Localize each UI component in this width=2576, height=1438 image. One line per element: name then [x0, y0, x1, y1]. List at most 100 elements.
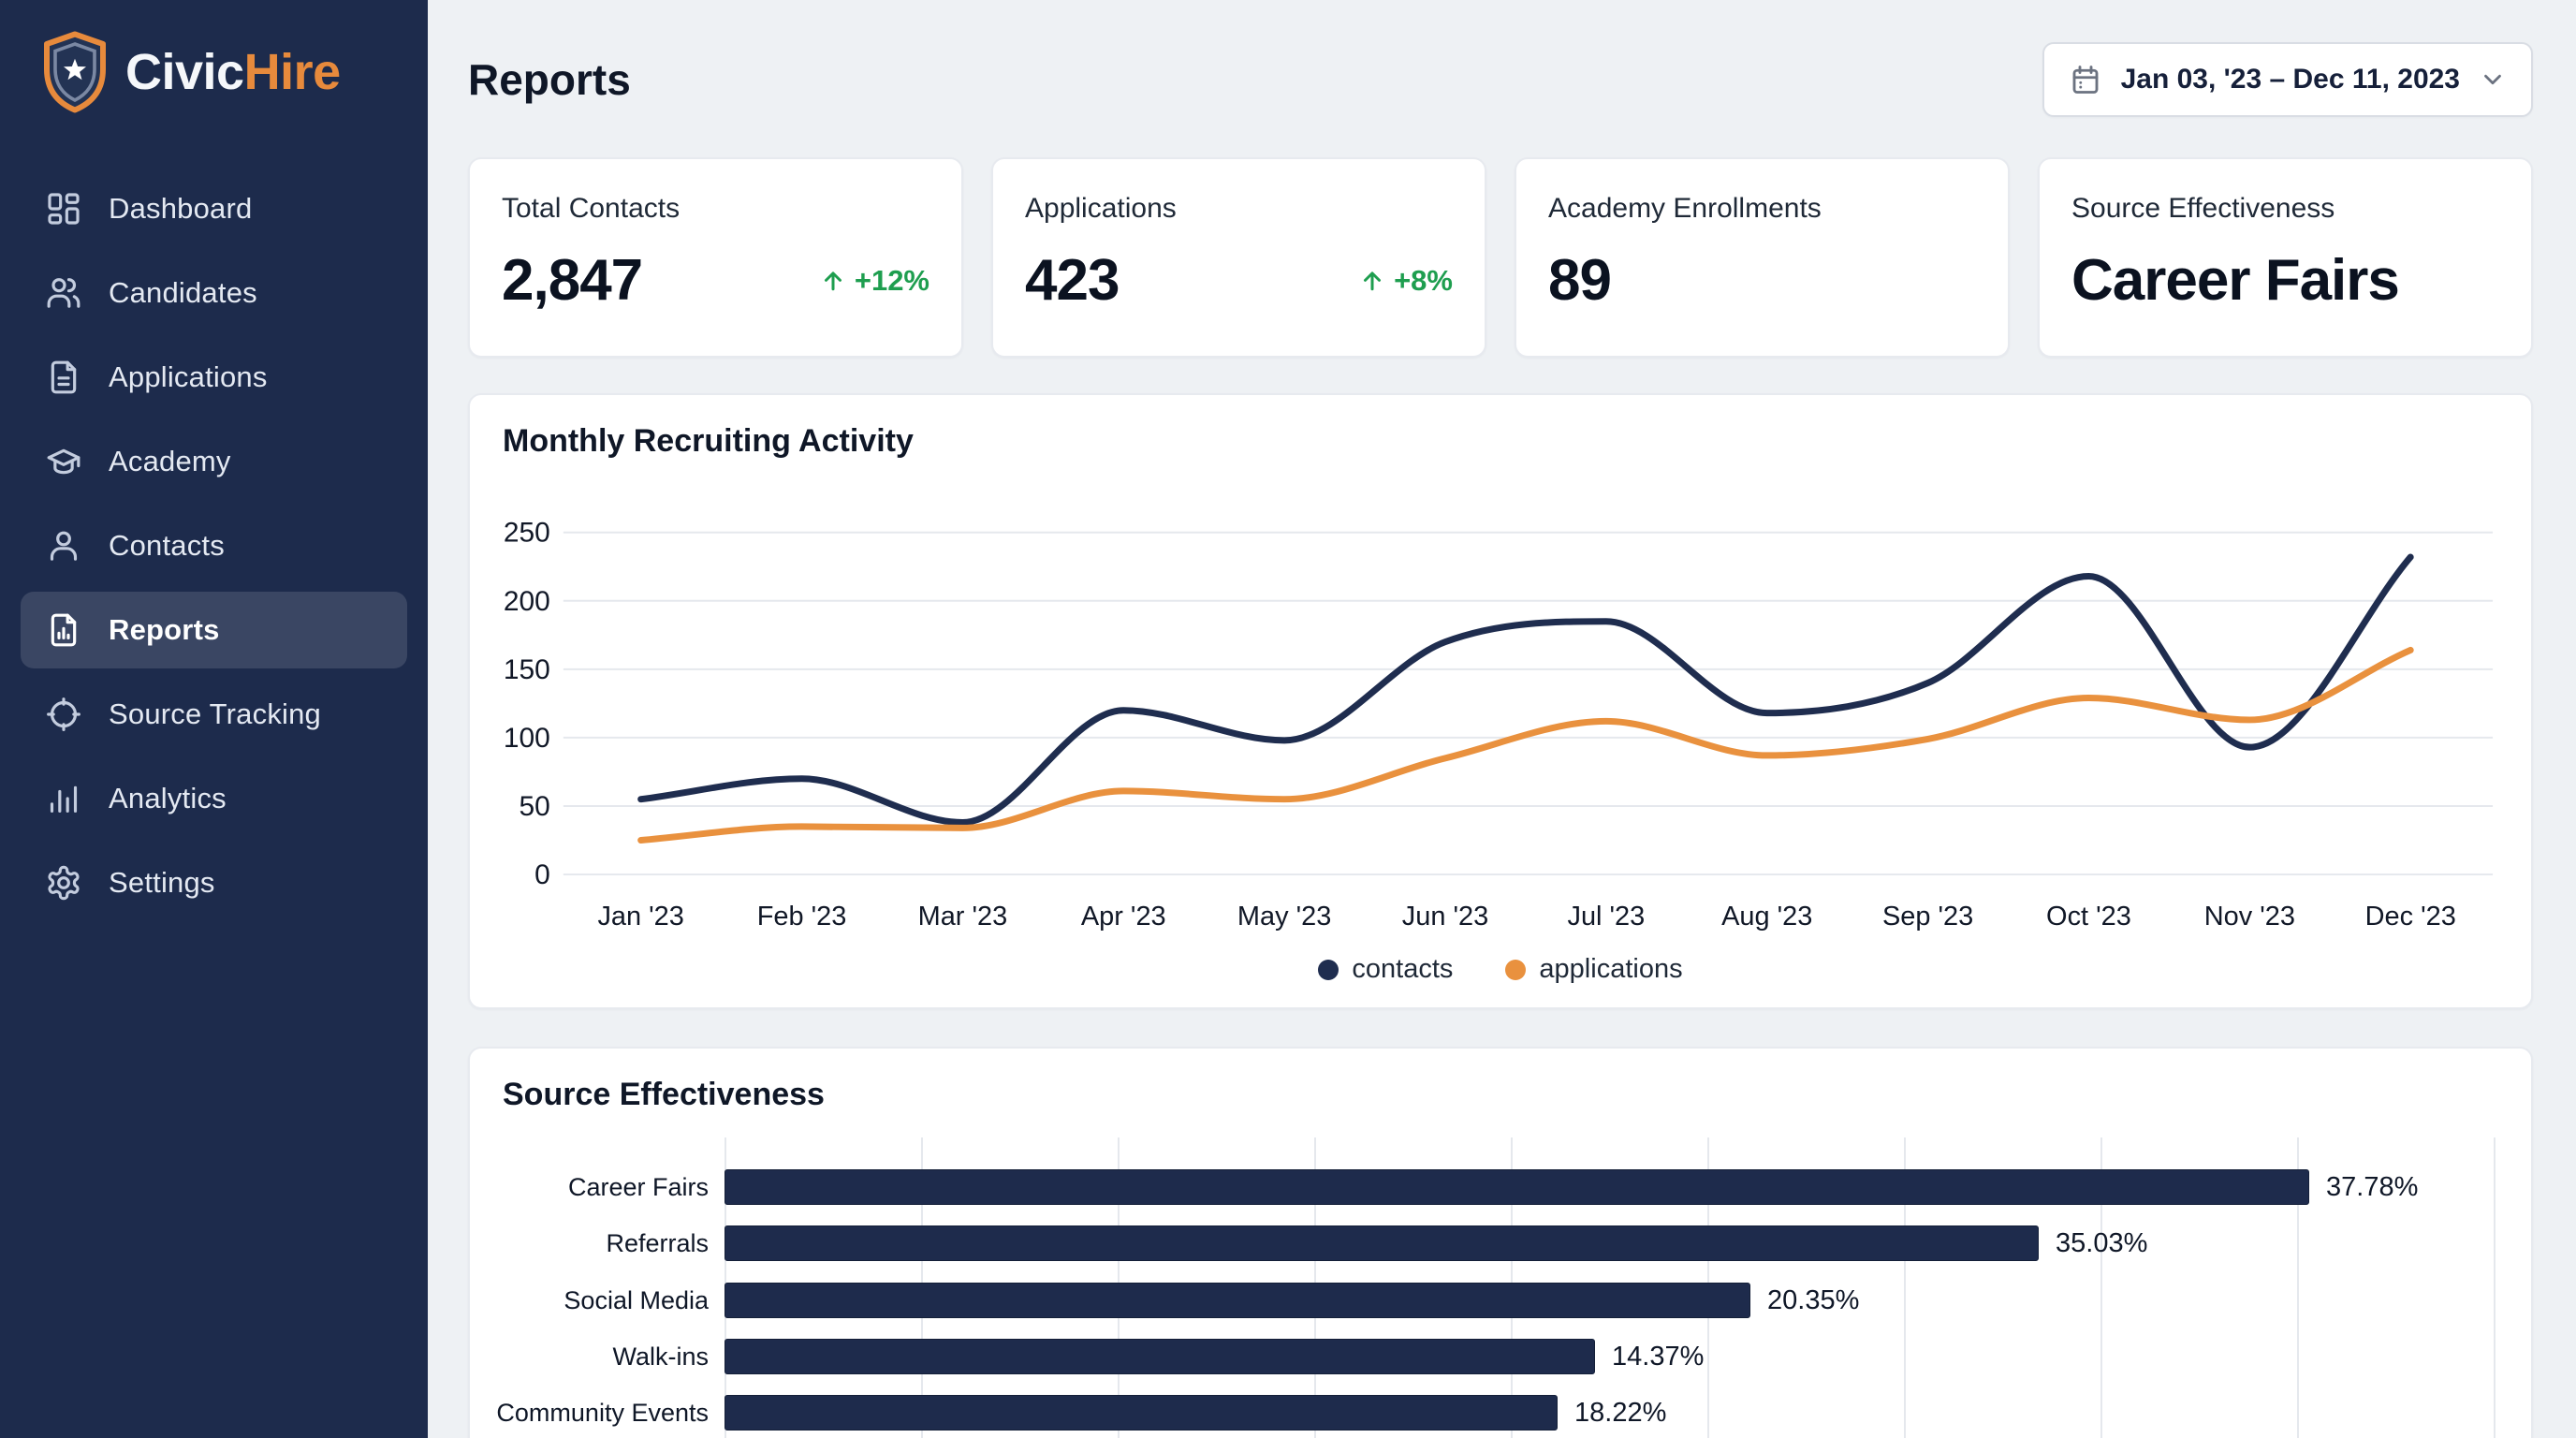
contacts-series-dot-icon: [1318, 959, 1339, 980]
line-chart-title: Monthly Recruiting Activity: [503, 423, 914, 459]
stat-label: Academy Enrollments: [1548, 193, 1822, 224]
stat-value: 89: [1548, 248, 1612, 313]
stat-delta-text: +12%: [854, 263, 929, 297]
sidebar-item-reports[interactable]: Reports: [21, 592, 407, 668]
svg-text:0: 0: [534, 859, 550, 890]
bar-chart-gridline: [2100, 1137, 2102, 1438]
arrow-up-icon: [1364, 271, 1382, 290]
sidebar-item-label: Academy: [109, 445, 231, 477]
bar-category-label: Walk-ins: [612, 1342, 709, 1371]
bar-referrals[interactable]: [724, 1225, 2039, 1262]
bar-walk-ins[interactable]: [724, 1338, 1595, 1374]
svg-text:Oct '23: Oct '23: [2046, 902, 2131, 932]
calendar-icon: [2069, 63, 2102, 96]
stat-label: Source Effectiveness: [2071, 193, 2335, 224]
sidebar-item-settings[interactable]: Settings: [21, 844, 407, 921]
file-chart-icon: [45, 611, 82, 649]
svg-text:Feb '23: Feb '23: [757, 902, 847, 932]
svg-text:100: 100: [504, 723, 550, 754]
sidebar-item-applications[interactable]: Applications: [21, 339, 407, 416]
svg-text:Jul '23: Jul '23: [1567, 902, 1645, 932]
bar-chart-gridline: [1904, 1137, 1906, 1438]
bar-category-label: Community Events: [496, 1399, 709, 1428]
sidebar-item-label: Contacts: [109, 529, 225, 562]
graduation-cap-icon: [45, 443, 82, 480]
legend-label: applications: [1539, 954, 1683, 984]
bar-value-label: 14.37%: [1612, 1341, 1705, 1372]
sidebar: CivicHire Dashboard Candidates Applicati…: [0, 0, 428, 1438]
stat-value: 2,847: [502, 248, 643, 313]
sidebar-item-candidates[interactable]: Candidates: [21, 255, 407, 331]
svg-text:Apr '23: Apr '23: [1081, 902, 1166, 932]
date-range-picker[interactable]: Jan 03, '23 – Dec 11, 2023: [2042, 42, 2533, 117]
sidebar-item-academy[interactable]: Academy: [21, 423, 407, 500]
bar-community-events[interactable]: [724, 1395, 1558, 1431]
bar-category-label: Career Fairs: [567, 1173, 709, 1201]
stat-value: Career Fairs: [2071, 248, 2400, 313]
svg-text:May '23: May '23: [1237, 902, 1331, 932]
bar-social-media[interactable]: [724, 1282, 1750, 1318]
stat-delta-text: +8%: [1394, 263, 1453, 297]
sidebar-item-label: Candidates: [109, 276, 257, 309]
arrow-up-icon: [824, 271, 842, 290]
bar-category-label: Social Media: [564, 1285, 709, 1314]
stat-card-source-effectiveness: Source Effectiveness Career Fairs: [2038, 157, 2533, 358]
sidebar-item-label: Source Tracking: [109, 697, 321, 730]
gear-icon: [45, 864, 82, 902]
layout-dashboard-icon: [45, 190, 82, 227]
sidebar-item-label: Applications: [109, 360, 268, 393]
svg-text:200: 200: [504, 586, 550, 617]
bar-value-label: 37.78%: [2326, 1172, 2419, 1202]
svg-text:250: 250: [504, 518, 550, 549]
stat-delta-badge: +8%: [1358, 264, 1453, 298]
svg-text:Jun '23: Jun '23: [1402, 902, 1488, 932]
svg-text:Nov '23: Nov '23: [2204, 902, 2295, 932]
legend-item-contacts: contacts: [1318, 954, 1453, 985]
stat-card-applications: Applications 423 +8%: [991, 157, 1486, 358]
sidebar-item-contacts[interactable]: Contacts: [21, 507, 407, 584]
logo-shield-star-icon: [41, 31, 109, 113]
line-chart-legend: contacts applications: [470, 954, 2531, 985]
stat-label: Total Contacts: [502, 193, 681, 224]
stat-value: 423: [1025, 248, 1120, 313]
bar-chart-title: Source Effectiveness: [503, 1077, 825, 1112]
chevron-down-icon: [2479, 66, 2507, 94]
svg-text:Sep '23: Sep '23: [1882, 902, 1973, 932]
bar-chart-plot[interactable]: Career Fairs 37.78% Referrals 35.03% Social …: [470, 1049, 2531, 1438]
sidebar-nav: Dashboard Candidates Applications Academ…: [21, 170, 407, 929]
bar-chart-gridline: [2297, 1137, 2299, 1438]
svg-text:Dec '23: Dec '23: [2365, 902, 2456, 932]
bar-category-label: Referrals: [606, 1229, 709, 1258]
applications-series-dot-icon: [1505, 959, 1527, 980]
bar-value-label: 35.03%: [2056, 1228, 2148, 1259]
sidebar-item-source-tracking[interactable]: Source Tracking: [21, 676, 407, 753]
legend-item-applications: applications: [1505, 954, 1683, 985]
legend-label: contacts: [1352, 954, 1454, 984]
svg-text:150: 150: [504, 654, 550, 685]
sidebar-item-analytics[interactable]: Analytics: [21, 760, 407, 837]
user-icon: [45, 527, 82, 565]
sidebar-item-dashboard[interactable]: Dashboard: [21, 170, 407, 247]
main-content: Reports Jan 03, '23 – Dec 11, 2023 Total…: [428, 0, 2576, 1438]
stat-label: Applications: [1025, 193, 1177, 224]
bar-career-fairs[interactable]: [724, 1169, 2309, 1205]
page-header: Reports Jan 03, '23 – Dec 11, 2023: [468, 37, 2533, 122]
line-chart-plot[interactable]: 0 50 100 150 200 250 Jan '23 Feb '23 Mar '23 Apr …: [470, 395, 2531, 1009]
bar-value-label: 18.22%: [1574, 1398, 1667, 1429]
bar-value-label: 20.35%: [1767, 1284, 1860, 1315]
source-effectiveness-card: Source Effectiveness Career Fairs 37.78% R…: [468, 1047, 2533, 1438]
sidebar-item-label: Settings: [109, 866, 215, 899]
page-title: Reports: [468, 55, 631, 104]
svg-text:Mar '23: Mar '23: [918, 902, 1008, 932]
stat-card-total-contacts: Total Contacts 2,847 +12%: [468, 157, 963, 358]
bar-chart-gridline: [2494, 1137, 2496, 1438]
crosshair-icon: [45, 696, 82, 733]
stat-delta-badge: +12%: [819, 264, 929, 298]
date-range-text: Jan 03, '23 – Dec 11, 2023: [2120, 64, 2460, 95]
sidebar-item-label: Reports: [109, 613, 220, 646]
stat-cards-row: Total Contacts 2,847 +12% Applications 4…: [468, 157, 2533, 358]
logo: CivicHire: [21, 21, 407, 122]
svg-text:50: 50: [520, 791, 550, 822]
logo-text: CivicHire: [125, 44, 341, 100]
